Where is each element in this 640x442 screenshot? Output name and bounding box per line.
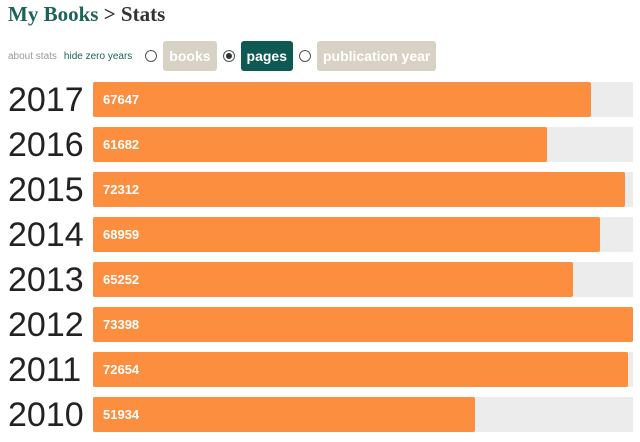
value-label: 65252 [103, 272, 140, 287]
bar-track: 51934 [93, 397, 633, 432]
year-label: 2013 [8, 261, 84, 299]
year-label: 2016 [8, 126, 84, 164]
option-button[interactable]: pages [240, 41, 293, 71]
value-label: 68959 [103, 227, 140, 242]
bar-track: 68959 [93, 217, 633, 252]
bar-row: 2014 68959 [0, 217, 640, 262]
bar-row: 2016 61682 [0, 127, 640, 172]
bar-track: 65252 [93, 262, 633, 297]
bar: 51934 [93, 397, 476, 432]
year-label: 2015 [8, 171, 84, 209]
bar-row: 2017 67647 [0, 82, 640, 127]
header: My Books > Stats [8, 2, 165, 27]
bar: 72654 [93, 352, 628, 387]
year-label: 2012 [8, 306, 84, 344]
separator: > [103, 2, 116, 26]
value-label: 72654 [103, 362, 140, 377]
year-label: 2017 [8, 81, 84, 119]
option-button[interactable]: publication year [317, 41, 437, 71]
bar-track: 72312 [93, 172, 633, 207]
bar-row: 2010 51934 [0, 397, 640, 442]
bar: 67647 [93, 82, 591, 117]
bar-track: 61682 [93, 127, 633, 162]
link[interactable]: about stats [8, 50, 57, 62]
option-button[interactable]: books [163, 41, 217, 71]
bar: 72312 [93, 172, 625, 207]
radio-button[interactable] [222, 50, 235, 62]
bar-row: 2013 65252 [0, 262, 640, 307]
bar-track: 67647 [93, 82, 633, 117]
bar-track: 73398 [93, 307, 633, 342]
bar-row: 2012 73398 [0, 307, 640, 352]
link[interactable]: hide zero years [63, 50, 133, 62]
value-label: 51934 [103, 407, 140, 422]
year-label: 2010 [8, 396, 84, 434]
radio-button[interactable] [299, 50, 311, 62]
breadcrumb[interactable]: My Books [8, 2, 99, 26]
page-title: Stats [120, 2, 166, 26]
value-label: 67647 [103, 92, 140, 107]
bar: 61682 [93, 127, 547, 162]
value-label: 72312 [103, 182, 140, 197]
bar-row: 2011 72654 [0, 352, 640, 397]
bar-row: 2015 72312 [0, 172, 640, 217]
controls: about stats hide zero years books pages publ… [8, 41, 437, 71]
bar-track: 72654 [93, 352, 633, 387]
bar: 73398 [93, 307, 633, 342]
radio-button[interactable] [145, 50, 158, 62]
year-label: 2014 [8, 216, 84, 254]
year-label: 2011 [8, 351, 82, 389]
bar: 68959 [93, 217, 601, 252]
value-label: 61682 [103, 137, 140, 152]
value-label: 73398 [103, 317, 140, 332]
bar: 65252 [93, 262, 574, 297]
